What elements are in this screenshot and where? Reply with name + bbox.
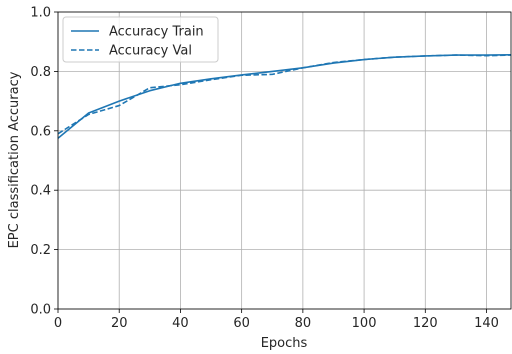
y-axis-label: EPC classification Accuracy (7, 71, 22, 248)
x-tick-label: 120 (413, 316, 438, 331)
axes-layer (57, 11, 512, 310)
y-tick-labels: 0.0 0.2 0.4 0.6 0.8 1.0 (30, 6, 51, 318)
axes-frame (57, 11, 512, 310)
legend-label-val: Accuracy Val (109, 44, 192, 59)
x-tick-label: 140 (474, 316, 499, 331)
x-tick-label: 80 (295, 316, 312, 331)
y-tick-label: 0.0 (30, 303, 51, 318)
x-axis-label: Epochs (261, 336, 308, 351)
y-tick-label: 0.6 (30, 124, 51, 139)
tick-marks (54, 11, 487, 313)
legend-box (62, 16, 219, 63)
x-tick-label: 100 (352, 316, 377, 331)
y-tick-label: 1.0 (30, 6, 51, 21)
x-tick-label: 60 (233, 316, 250, 331)
y-tick-label: 0.4 (30, 184, 51, 199)
x-tick-label: 40 (172, 316, 189, 331)
y-tick-label: 0.2 (30, 243, 51, 258)
series-line-accuracy-train (57, 53, 512, 139)
x-tick-label: 20 (111, 316, 128, 331)
y-tick-label: 0.8 (30, 65, 51, 80)
legend-label-train: Accuracy Train (109, 25, 204, 40)
legend: Accuracy Train Accuracy Val (62, 16, 219, 63)
x-tick-label: 0 (54, 316, 62, 331)
series-layer (57, 53, 512, 139)
series-line-accuracy-val (57, 54, 512, 135)
x-tick-labels: 0 20 40 60 80 100 120 140 (54, 316, 499, 331)
